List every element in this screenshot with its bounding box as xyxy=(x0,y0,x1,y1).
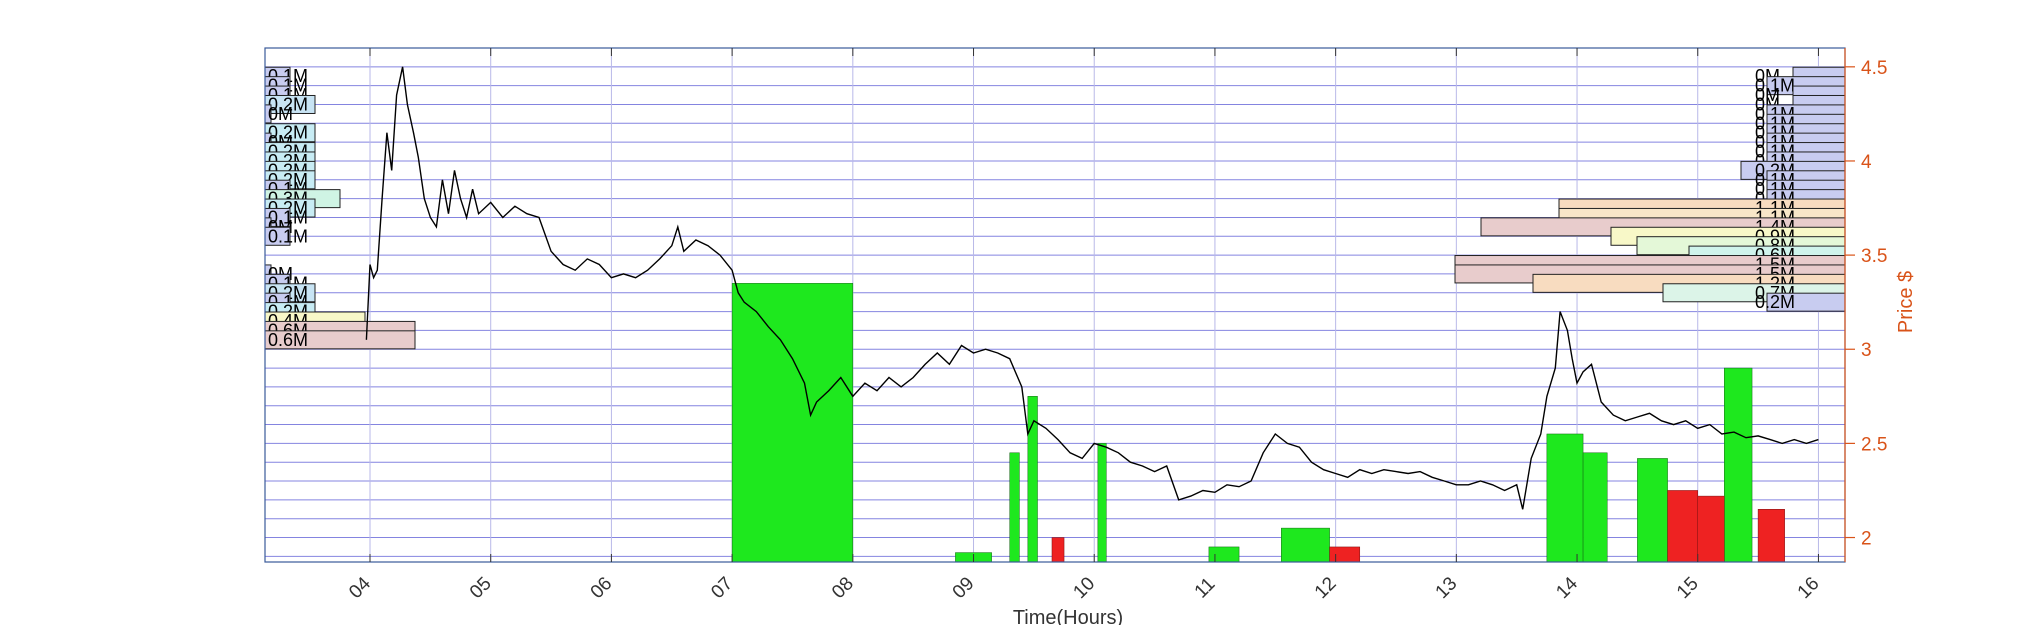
buy-volume-bar xyxy=(1582,452,1608,563)
left-volume-profile-label: 0M xyxy=(268,104,293,124)
right-y-tick-label: 2 xyxy=(1861,529,1872,550)
buy-volume-bar xyxy=(1009,452,1020,563)
buy-volume-bar xyxy=(731,283,854,563)
x-axis-label: Time(Hours) xyxy=(1013,607,1123,625)
price-line-layer xyxy=(365,66,1819,510)
buy-volume-bar xyxy=(1208,546,1240,563)
right-y-tick-label: 3 xyxy=(1861,340,1872,361)
right-y-axis-label: Price $ xyxy=(1895,271,1917,333)
buy-volume-bar xyxy=(1724,367,1753,563)
price-line xyxy=(365,66,1819,510)
buy-volume-bar xyxy=(1027,396,1038,563)
right-volume-profile-label: 0M xyxy=(1755,85,1780,105)
right-volume-profile-label: 0.2M xyxy=(1755,292,1795,312)
right-volume-profile-label: 0.1M xyxy=(1755,76,1795,96)
sell-volume-bar xyxy=(1667,490,1698,563)
volume-bars-layer xyxy=(731,283,1785,563)
left-volume-profile-label: 0.1M xyxy=(268,226,308,246)
left-volume-profile-label: 0.2M xyxy=(268,94,308,114)
buy-volume-bar xyxy=(1546,433,1584,563)
buy-volume-bar xyxy=(1097,443,1107,563)
left-volume-profile-label: 0.6M xyxy=(268,330,308,350)
buy-volume-bar xyxy=(1637,458,1668,563)
buy-volume-bar xyxy=(1281,527,1330,563)
sell-volume-bar xyxy=(1697,495,1725,563)
right-y-tick-label: 4.5 xyxy=(1861,58,1887,79)
left-volume-profile-label: 0.1M xyxy=(268,207,308,227)
sell-volume-bar xyxy=(1051,537,1065,563)
right-y-tick-label: 2.5 xyxy=(1861,434,1887,455)
sell-volume-bar xyxy=(1329,546,1361,563)
volume-profile-layer: 0.1M0.1M0.1M0.2M0M0.2M0M0.2M0.2M0.2M0.2M… xyxy=(264,66,1846,350)
left-volume-profile-label: 0.2M xyxy=(268,123,308,143)
right-y-tick-label: 3.5 xyxy=(1861,246,1887,267)
right-y-tick-label: 4 xyxy=(1861,152,1872,173)
sell-volume-bar xyxy=(1757,509,1785,563)
